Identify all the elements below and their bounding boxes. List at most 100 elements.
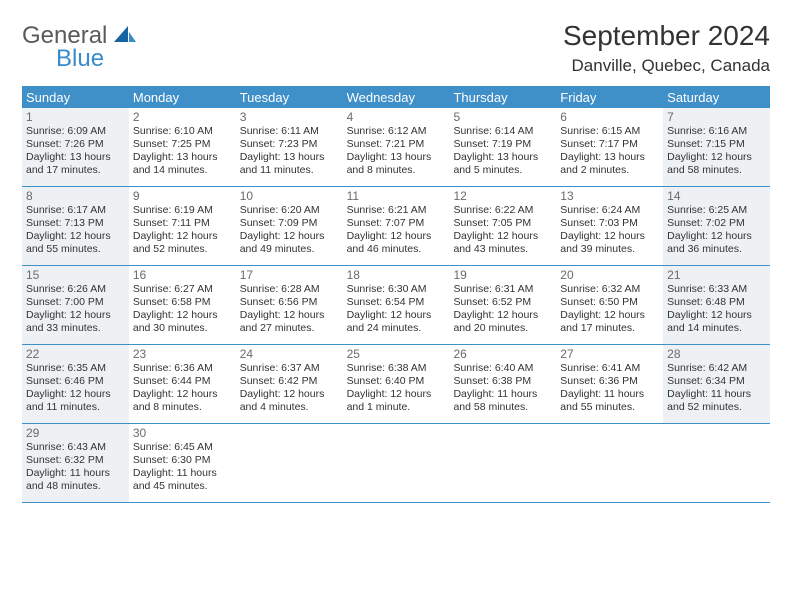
day-daylight2: and 11 minutes.: [240, 164, 339, 177]
day-daylight1: Daylight: 12 hours: [667, 309, 766, 322]
day-number: 10: [240, 189, 339, 203]
day-cell: 14Sunrise: 6:25 AMSunset: 7:02 PMDayligh…: [663, 187, 770, 265]
day-daylight2: and 17 minutes.: [26, 164, 125, 177]
day-sunrise: Sunrise: 6:32 AM: [560, 283, 659, 296]
day-sunrise: Sunrise: 6:10 AM: [133, 125, 232, 138]
day-cell: [663, 424, 770, 502]
day-number: 3: [240, 110, 339, 124]
day-sunset: Sunset: 6:52 PM: [453, 296, 552, 309]
day-cell: 24Sunrise: 6:37 AMSunset: 6:42 PMDayligh…: [236, 345, 343, 423]
day-sunrise: Sunrise: 6:37 AM: [240, 362, 339, 375]
day-number: 30: [133, 426, 232, 440]
day-number: 25: [347, 347, 446, 361]
day-number: 24: [240, 347, 339, 361]
day-number: 21: [667, 268, 766, 282]
day-daylight1: Daylight: 11 hours: [133, 467, 232, 480]
day-cell: 9Sunrise: 6:19 AMSunset: 7:11 PMDaylight…: [129, 187, 236, 265]
day-daylight2: and 36 minutes.: [667, 243, 766, 256]
day-daylight1: Daylight: 13 hours: [453, 151, 552, 164]
day-number: 11: [347, 189, 446, 203]
day-number: 4: [347, 110, 446, 124]
month-title: September 2024: [563, 20, 770, 52]
day-daylight2: and 8 minutes.: [133, 401, 232, 414]
day-cell: 13Sunrise: 6:24 AMSunset: 7:03 PMDayligh…: [556, 187, 663, 265]
day-sunset: Sunset: 7:15 PM: [667, 138, 766, 151]
weekday-wed: Wednesday: [343, 88, 450, 108]
day-daylight2: and 39 minutes.: [560, 243, 659, 256]
day-daylight2: and 55 minutes.: [26, 243, 125, 256]
day-sunrise: Sunrise: 6:11 AM: [240, 125, 339, 138]
day-number: 27: [560, 347, 659, 361]
day-daylight1: Daylight: 12 hours: [667, 230, 766, 243]
day-cell: 4Sunrise: 6:12 AMSunset: 7:21 PMDaylight…: [343, 108, 450, 186]
day-sunrise: Sunrise: 6:33 AM: [667, 283, 766, 296]
day-daylight2: and 52 minutes.: [133, 243, 232, 256]
day-number: 20: [560, 268, 659, 282]
day-daylight2: and 20 minutes.: [453, 322, 552, 335]
day-sunset: Sunset: 6:58 PM: [133, 296, 232, 309]
day-number: 9: [133, 189, 232, 203]
day-cell: 6Sunrise: 6:15 AMSunset: 7:17 PMDaylight…: [556, 108, 663, 186]
day-daylight1: Daylight: 12 hours: [133, 309, 232, 322]
day-daylight1: Daylight: 12 hours: [667, 151, 766, 164]
day-number: 22: [26, 347, 125, 361]
day-number: 6: [560, 110, 659, 124]
day-cell: 16Sunrise: 6:27 AMSunset: 6:58 PMDayligh…: [129, 266, 236, 344]
day-cell: 30Sunrise: 6:45 AMSunset: 6:30 PMDayligh…: [129, 424, 236, 502]
day-sunrise: Sunrise: 6:43 AM: [26, 441, 125, 454]
day-daylight1: Daylight: 12 hours: [26, 388, 125, 401]
day-sunrise: Sunrise: 6:17 AM: [26, 204, 125, 217]
day-cell: 17Sunrise: 6:28 AMSunset: 6:56 PMDayligh…: [236, 266, 343, 344]
day-sunset: Sunset: 7:02 PM: [667, 217, 766, 230]
day-sunset: Sunset: 7:05 PM: [453, 217, 552, 230]
day-daylight1: Daylight: 12 hours: [133, 388, 232, 401]
day-sunrise: Sunrise: 6:30 AM: [347, 283, 446, 296]
day-number: 18: [347, 268, 446, 282]
day-daylight2: and 46 minutes.: [347, 243, 446, 256]
day-cell: 25Sunrise: 6:38 AMSunset: 6:40 PMDayligh…: [343, 345, 450, 423]
day-daylight1: Daylight: 12 hours: [347, 388, 446, 401]
title-block: September 2024 Danville, Quebec, Canada: [563, 20, 770, 76]
day-daylight1: Daylight: 12 hours: [133, 230, 232, 243]
day-sunrise: Sunrise: 6:12 AM: [347, 125, 446, 138]
day-cell: 27Sunrise: 6:41 AMSunset: 6:36 PMDayligh…: [556, 345, 663, 423]
day-sunrise: Sunrise: 6:27 AM: [133, 283, 232, 296]
week-row: 22Sunrise: 6:35 AMSunset: 6:46 PMDayligh…: [22, 345, 770, 424]
day-daylight2: and 52 minutes.: [667, 401, 766, 414]
day-daylight2: and 1 minute.: [347, 401, 446, 414]
day-cell: 3Sunrise: 6:11 AMSunset: 7:23 PMDaylight…: [236, 108, 343, 186]
day-daylight1: Daylight: 13 hours: [133, 151, 232, 164]
day-number: 29: [26, 426, 125, 440]
day-daylight1: Daylight: 12 hours: [560, 309, 659, 322]
day-sunset: Sunset: 7:00 PM: [26, 296, 125, 309]
day-daylight2: and 27 minutes.: [240, 322, 339, 335]
calendar: Sunday Monday Tuesday Wednesday Thursday…: [22, 86, 770, 503]
day-daylight2: and 33 minutes.: [26, 322, 125, 335]
day-cell: [236, 424, 343, 502]
day-daylight2: and 49 minutes.: [240, 243, 339, 256]
day-daylight1: Daylight: 12 hours: [240, 230, 339, 243]
day-cell: 2Sunrise: 6:10 AMSunset: 7:25 PMDaylight…: [129, 108, 236, 186]
day-daylight2: and 8 minutes.: [347, 164, 446, 177]
day-sunset: Sunset: 7:11 PM: [133, 217, 232, 230]
day-sunset: Sunset: 7:23 PM: [240, 138, 339, 151]
day-sunset: Sunset: 6:34 PM: [667, 375, 766, 388]
day-daylight2: and 58 minutes.: [453, 401, 552, 414]
day-daylight1: Daylight: 12 hours: [26, 230, 125, 243]
day-sunset: Sunset: 7:26 PM: [26, 138, 125, 151]
day-cell: 23Sunrise: 6:36 AMSunset: 6:44 PMDayligh…: [129, 345, 236, 423]
day-daylight1: Daylight: 11 hours: [453, 388, 552, 401]
day-daylight1: Daylight: 12 hours: [347, 230, 446, 243]
day-sunset: Sunset: 6:32 PM: [26, 454, 125, 467]
day-daylight1: Daylight: 13 hours: [347, 151, 446, 164]
weekday-fri: Friday: [556, 88, 663, 108]
day-daylight1: Daylight: 12 hours: [240, 388, 339, 401]
day-sunset: Sunset: 6:36 PM: [560, 375, 659, 388]
day-number: 5: [453, 110, 552, 124]
day-daylight1: Daylight: 13 hours: [560, 151, 659, 164]
day-sunrise: Sunrise: 6:21 AM: [347, 204, 446, 217]
day-cell: 5Sunrise: 6:14 AMSunset: 7:19 PMDaylight…: [449, 108, 556, 186]
day-number: 8: [26, 189, 125, 203]
day-sunrise: Sunrise: 6:36 AM: [133, 362, 232, 375]
day-sunrise: Sunrise: 6:24 AM: [560, 204, 659, 217]
